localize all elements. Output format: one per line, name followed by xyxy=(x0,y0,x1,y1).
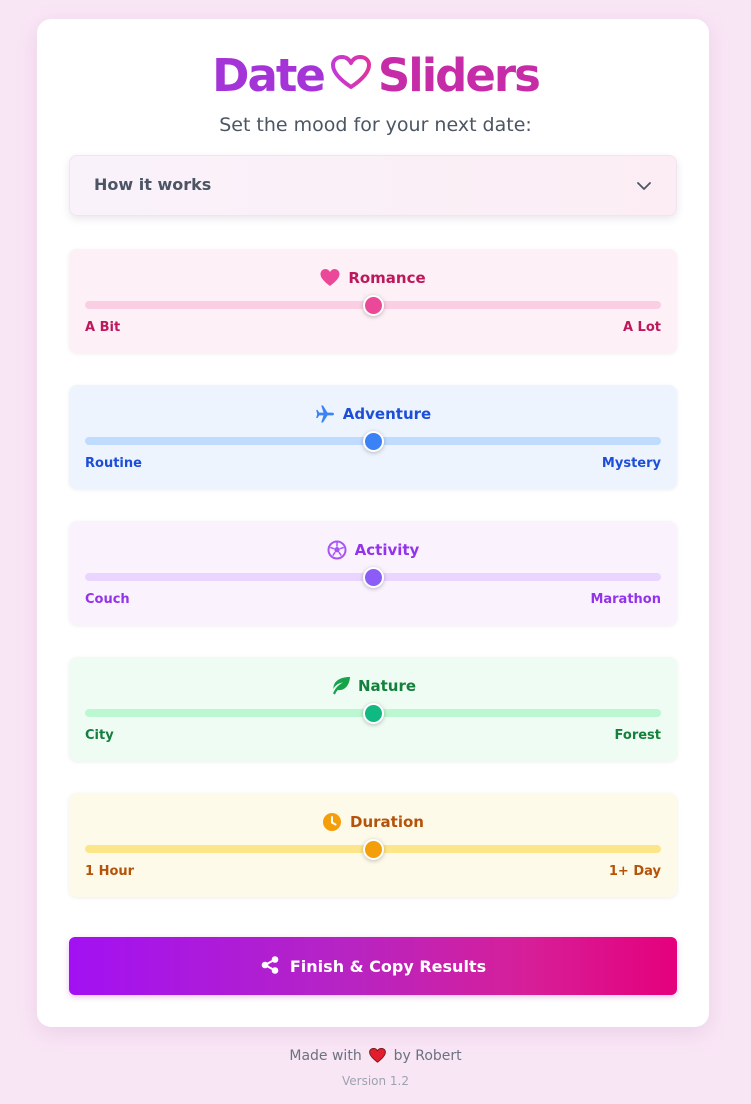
duration-slider-track[interactable] xyxy=(85,839,661,860)
leaf-icon xyxy=(330,676,350,696)
duration-min-label: 1 Hour xyxy=(85,864,135,879)
finish-copy-results-button[interactable]: Finish & Copy Results xyxy=(69,937,677,995)
adventure-slider-thumb[interactable] xyxy=(363,431,384,452)
slider-title-adventure: Adventure xyxy=(342,405,432,423)
subtitle: Set the mood for your next date: xyxy=(219,114,532,136)
slider-card-romance: Romance A Bit A Lot xyxy=(69,249,677,353)
slider-title-nature: Nature xyxy=(357,677,417,695)
nature-slider-track[interactable] xyxy=(85,703,661,724)
title-word-sliders: Sliders xyxy=(377,49,541,102)
nature-min-label: City xyxy=(85,728,114,743)
slider-title-duration: Duration xyxy=(350,813,424,831)
heart-outline-icon xyxy=(330,46,372,106)
romance-slider-thumb[interactable] xyxy=(363,295,384,316)
nature-slider-thumb[interactable] xyxy=(363,703,384,724)
nature-max-label: Forest xyxy=(614,728,661,743)
version-label: Version 1.2 xyxy=(341,1074,410,1088)
share-icon xyxy=(260,955,280,978)
slider-card-duration: Duration 1 Hour 1+ Day xyxy=(69,793,677,897)
clock-icon xyxy=(322,812,342,832)
accordion-label: How it works xyxy=(94,175,212,194)
plane-icon xyxy=(315,404,335,424)
finish-copy-results-label: Finish & Copy Results xyxy=(289,956,487,976)
adventure-slider-track[interactable] xyxy=(85,431,661,452)
app-title: Date Sliders xyxy=(0,46,751,106)
duration-max-label: 1+ Day xyxy=(608,864,661,879)
slider-card-nature: Nature City Forest xyxy=(69,657,677,761)
how-it-works-accordion[interactable]: How it works xyxy=(69,155,677,216)
slider-title-romance: Romance xyxy=(348,269,426,287)
activity-min-label: Couch xyxy=(85,592,130,607)
activity-slider-track[interactable] xyxy=(85,567,661,588)
slider-title-activity: Activity xyxy=(354,541,420,559)
activity-max-label: Marathon xyxy=(590,592,661,607)
activity-slider-thumb[interactable] xyxy=(363,567,384,588)
slider-card-activity: Activity Couch Marathon xyxy=(69,521,677,625)
adventure-min-label: Routine xyxy=(85,456,142,471)
footer-credit: Made with by Robert xyxy=(0,1046,751,1069)
title-word-date: Date xyxy=(212,49,326,102)
soccer-ball-icon xyxy=(327,540,347,560)
duration-slider-thumb[interactable] xyxy=(363,839,384,860)
romance-max-label: A Lot xyxy=(622,320,661,335)
romance-min-label: A Bit xyxy=(85,320,121,335)
adventure-max-label: Mystery xyxy=(601,456,661,471)
romance-slider-track[interactable] xyxy=(85,295,661,316)
heart-icon xyxy=(320,268,340,288)
chevron-down-icon xyxy=(636,178,652,198)
footer-author: by Robert xyxy=(393,1048,462,1064)
heart-icon xyxy=(369,1047,387,1069)
footer-made-with: Made with xyxy=(289,1048,362,1064)
slider-card-adventure: Adventure Routine Mystery xyxy=(69,385,677,489)
